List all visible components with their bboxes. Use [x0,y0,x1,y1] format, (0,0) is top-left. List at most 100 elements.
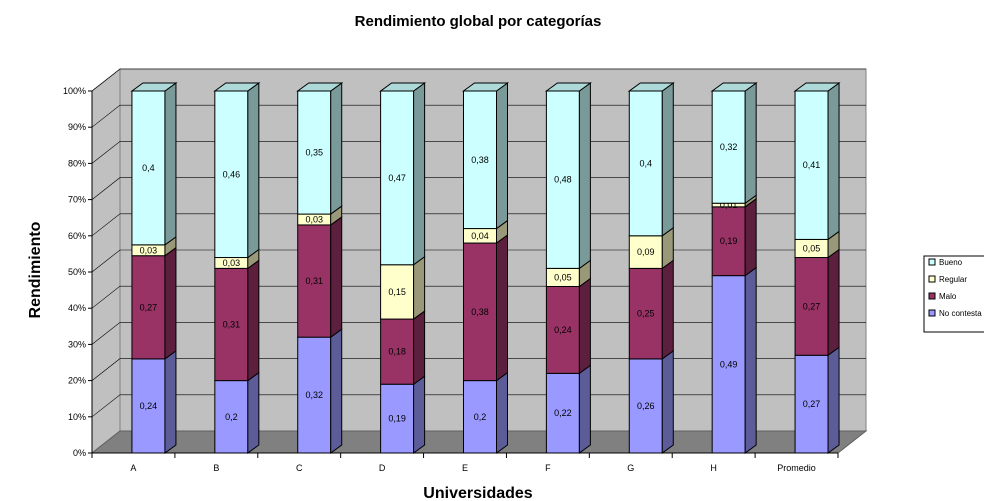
y-tick-label: 50% [68,267,86,277]
bar-promedio-bueno [794,90,829,240]
legend-swatch [928,258,936,266]
x-tick-label: A [130,463,136,473]
plot-area: 0% 10% 20% 30% 40% 50% 60% 70% 80% 90% 100% A B C D E F G… [63,67,868,473]
bar-c-bueno-side [330,82,343,216]
data-label: 0,09 [637,247,655,257]
bar-b-bueno-side [247,82,260,259]
x-tick-label: E [462,463,468,473]
bar-b-bueno [214,90,249,259]
bar-promedio-bueno-side [827,82,840,241]
bar-g-malo-side [661,259,674,360]
data-label: 0,05 [554,272,572,282]
data-label: 0,04 [471,231,489,241]
gridline [91,141,866,164]
data-label: 0,41 [803,160,821,170]
bar-a-bueno [131,90,166,246]
y-tick-label: 60% [68,231,86,241]
bar-h-no-contesta-side [744,266,757,454]
data-label: 0,47 [388,173,406,183]
data-label: 0,03 [305,215,323,225]
gridline [91,249,866,273]
bar-h-malo [711,206,746,277]
x-tick-label: G [627,463,634,473]
x-tick-label: D [379,463,386,473]
bar-d-regular [380,264,415,320]
bar-g-bueno-side [661,82,674,237]
y-tick-label: 20% [68,376,86,386]
chart-title: Rendimiento global por categorías [355,13,602,30]
data-label: 0,19 [720,236,738,246]
legend-label: No contesta [939,309,982,318]
data-label: 0,31 [223,319,241,329]
bar-f-no-contesta-side [578,364,591,454]
data-label: 0,01 [720,200,738,210]
bar-a-malo [131,255,166,360]
data-label: 0,03 [223,258,241,268]
bar-a-malo-side [164,246,177,360]
bar-promedio-malo [794,257,829,356]
data-label: 0,05 [803,243,821,253]
x-tick-label: Promedio [777,463,816,473]
y-tick-label: 80% [68,158,86,168]
data-label: 0,15 [388,287,406,297]
bar-g-bueno-top [627,82,675,92]
data-label: 0,2 [225,412,238,422]
bar-e-no-contesta-side [496,371,508,454]
gridline [91,68,866,92]
data-label: 0,03 [140,245,158,255]
legend-swatch [928,275,936,283]
data-label: 0,46 [223,169,241,179]
gridline [91,285,866,309]
data-label: 0,38 [471,155,489,165]
bar-h-bueno-top [710,82,758,92]
bar-f-bueno [545,90,580,269]
bar-f-malo-side [578,277,591,375]
x-tick-label: B [213,463,219,473]
data-label: 0,2 [474,412,487,422]
legend-swatch [928,309,936,317]
data-label: 0,19 [388,414,406,424]
y-tick-label: 0% [73,448,86,458]
bar-f-bueno-top [544,82,592,92]
bar-h-malo-side [744,197,757,277]
bar-h-bueno [711,90,746,204]
bar-promedio-malo-side [827,248,840,357]
legend-label: Malo [939,292,957,301]
x-axis-title: Universidades [423,485,532,501]
data-label: 0,27 [803,399,821,409]
data-label: 0,4 [142,163,155,173]
bar-e-bueno-side [496,82,508,230]
y-tick-label: 30% [68,339,86,349]
y-tick-label: 90% [68,122,86,132]
bar-b-malo-side [247,259,260,382]
data-label: 0,4 [640,158,653,168]
data-label: 0,32 [305,390,323,400]
bar-e-bueno [463,90,497,230]
bar-a-bueno-side [164,82,177,246]
gridline [91,177,866,200]
bar-e-malo-side [496,234,508,382]
y-tick-label: 40% [68,303,86,313]
bar-d-regular-side [413,255,426,321]
bar-d-bueno-side [413,82,426,266]
bar-promedio-no-contesta [794,354,829,454]
legend-label: Regular [939,275,967,284]
gridline [91,213,866,237]
x-tick-label: F [545,463,551,473]
legend-label: Bueno [939,258,963,267]
bar-c-bueno-top [296,82,344,92]
bar-b-bueno-top [213,82,261,92]
bar-f-bueno-side [578,82,591,270]
bar-a-bueno-top [130,82,178,92]
data-label: 0,26 [637,401,655,411]
data-label: 0,32 [720,142,738,152]
gridline [91,104,866,128]
bar-d-no-contesta-side [413,375,426,454]
gridline [91,394,866,418]
data-label: 0,18 [388,347,406,357]
data-label: 0,24 [140,401,158,411]
bar-e-bueno-top [461,82,510,92]
bar-d-bueno-top [379,82,427,92]
bar-g-no-contesta-side [661,349,674,454]
